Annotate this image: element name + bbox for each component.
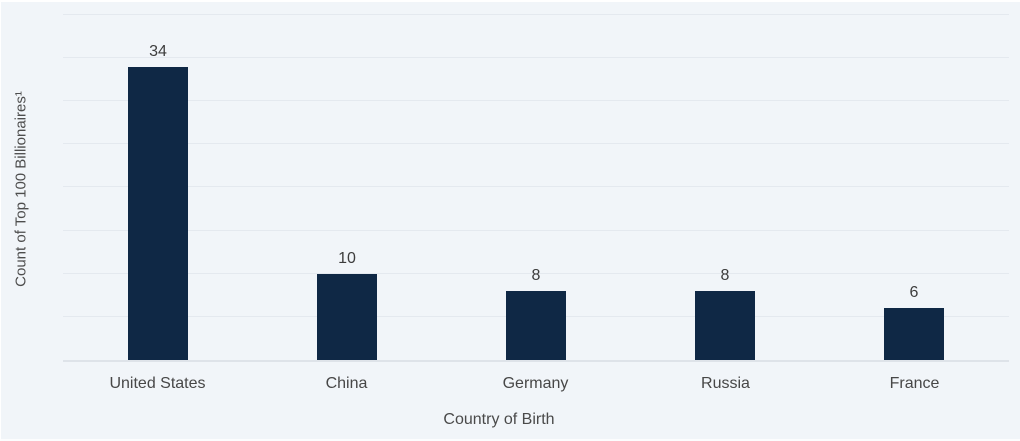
x-tick-label: United States bbox=[109, 375, 206, 392]
x-tick-label: Germany bbox=[502, 375, 569, 392]
gridline bbox=[63, 57, 1009, 58]
gridline bbox=[63, 143, 1009, 144]
bar bbox=[506, 291, 566, 360]
x-axis-title: Country of Birth bbox=[443, 411, 555, 428]
bar-value-label: 8 bbox=[720, 267, 730, 284]
gridline bbox=[63, 14, 1009, 15]
x-tick-label: France bbox=[889, 375, 940, 392]
gridline bbox=[63, 230, 1009, 231]
bar-value-label: 10 bbox=[338, 250, 356, 267]
gridline bbox=[63, 100, 1009, 101]
gridline bbox=[63, 186, 1009, 187]
y-axis-title: Count of Top 100 Billionaires¹ bbox=[12, 91, 30, 287]
gridline bbox=[63, 273, 1009, 274]
x-tick-label: China bbox=[325, 375, 368, 392]
bar bbox=[884, 308, 944, 360]
bar bbox=[695, 291, 755, 360]
bar bbox=[128, 67, 188, 360]
plot-area: 34 10 8 8 6 bbox=[63, 14, 1009, 362]
bar-value-label: 8 bbox=[531, 267, 541, 284]
x-axis-tick-labels: United States China Germany Russia France bbox=[63, 374, 1009, 396]
bar-value-label: 34 bbox=[149, 43, 167, 60]
x-tick-label: Russia bbox=[701, 375, 750, 392]
bar bbox=[317, 274, 377, 360]
bar-value-label: 6 bbox=[909, 284, 919, 301]
